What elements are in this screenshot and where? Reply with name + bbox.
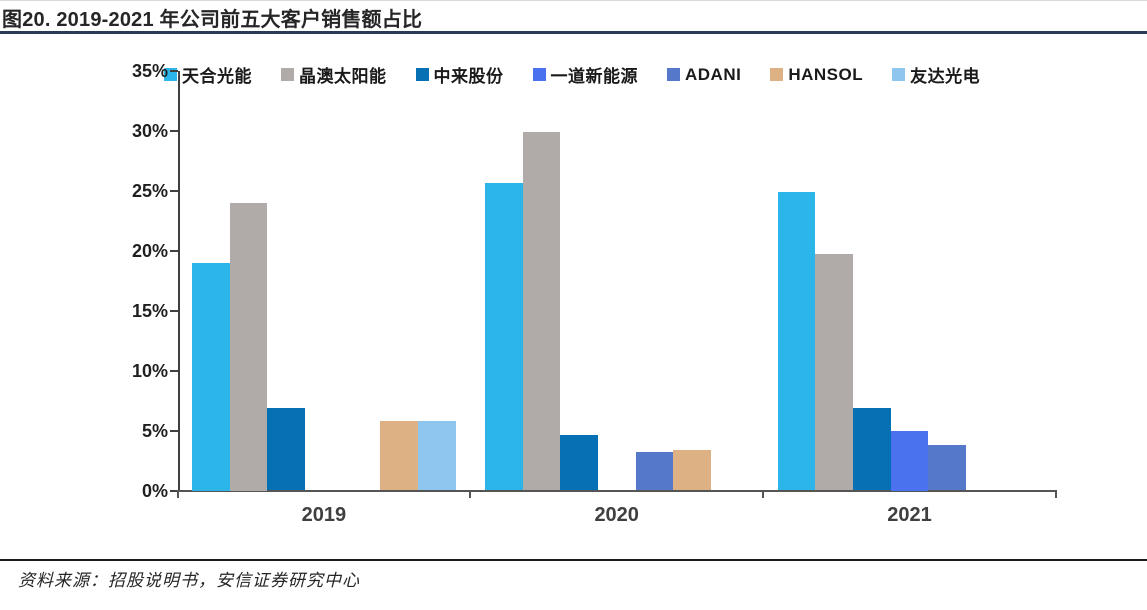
bar-HANSOL (673, 449, 711, 491)
bar-晶澳太阳能 (815, 254, 854, 491)
bar-晶澳太阳能 (229, 202, 268, 491)
x-axis-tick (469, 489, 472, 498)
legend-swatch-icon (770, 68, 784, 81)
top-hairline (0, 0, 1147, 1)
legend-label: 天合光能 (182, 67, 252, 86)
bar-一道新能源 (890, 430, 929, 491)
legend-label: 晶澳太阳能 (299, 67, 387, 86)
bar-天合光能 (484, 183, 523, 491)
x-axis-tick (762, 489, 765, 498)
legend-item: 晶澳太阳能 (281, 62, 387, 87)
x-axis-category-label: 2020 (594, 504, 639, 526)
x-axis-line (177, 489, 1056, 492)
legend-item: 友达光电 (892, 62, 980, 87)
figure-title: 图20. 2019-2021 年公司前五大客户销售额占比 (2, 9, 423, 31)
bar-chart: 天合光能 晶澳太阳能 中来股份 一道新能源 ADANI HANSOL 友达光电 0% 5% 10%… (131, 60, 1057, 526)
legend-label: 一道新能源 (550, 67, 638, 86)
y-axis-label: 15% (131, 300, 168, 321)
title-underline-rule (0, 31, 1147, 34)
y-axis-line (177, 71, 180, 492)
y-axis-label: 10% (131, 360, 168, 381)
y-axis-label: 30% (131, 120, 168, 141)
bar-ADANI (928, 444, 966, 491)
y-axis-label: 0% (141, 480, 168, 501)
x-axis-category-label: 2021 (887, 504, 932, 526)
y-axis-label: 5% (141, 420, 168, 441)
y-axis-label: 20% (131, 240, 168, 261)
y-axis-tick (169, 249, 178, 252)
y-axis-tick (169, 429, 178, 432)
y-axis-tick (169, 489, 178, 492)
bar-天合光能 (777, 191, 816, 491)
bar-晶澳太阳能 (522, 131, 561, 491)
y-axis-tick (169, 309, 178, 312)
y-axis-tick (169, 129, 178, 132)
y-axis-label: 25% (131, 180, 168, 201)
legend-label: 友达光电 (910, 67, 981, 86)
x-axis-tick (176, 489, 179, 498)
source-divider-rule (0, 559, 1147, 561)
bar-中来股份 (853, 407, 891, 491)
y-axis-label: 35% (131, 60, 168, 81)
legend-swatch-icon (892, 68, 906, 81)
bar-天合光能 (192, 262, 230, 491)
bar-友达光电 (418, 420, 456, 491)
legend-label: 中来股份 (433, 67, 504, 86)
bar-HANSOL (380, 420, 419, 491)
x-axis-tick (1054, 489, 1057, 498)
legend-swatch-icon (532, 68, 546, 81)
legend-item: 中来股份 (415, 62, 504, 87)
chart-legend: 天合光能 晶澳太阳能 中来股份 一道新能源 ADANI HANSOL 友达光电 (164, 62, 980, 87)
legend-item: ADANI (667, 65, 741, 85)
y-axis-tick (169, 69, 178, 72)
y-axis-tick (169, 369, 178, 372)
x-axis-category-label: 2019 (301, 504, 347, 526)
legend-swatch-icon (415, 68, 429, 81)
legend-label: ADANI (685, 64, 742, 84)
source-note: 资料来源：招股说明书，安信证券研究中心 (18, 571, 360, 590)
bar-中来股份 (267, 407, 306, 491)
legend-swatch-icon (281, 68, 294, 81)
bar-中来股份 (560, 435, 598, 491)
bar-ADANI (635, 452, 674, 491)
legend-label: HANSOL (788, 64, 864, 84)
legend-item: 一道新能源 (532, 62, 639, 87)
legend-item: HANSOL (770, 65, 863, 85)
y-axis-tick (169, 189, 178, 192)
legend-swatch-icon (667, 68, 680, 81)
